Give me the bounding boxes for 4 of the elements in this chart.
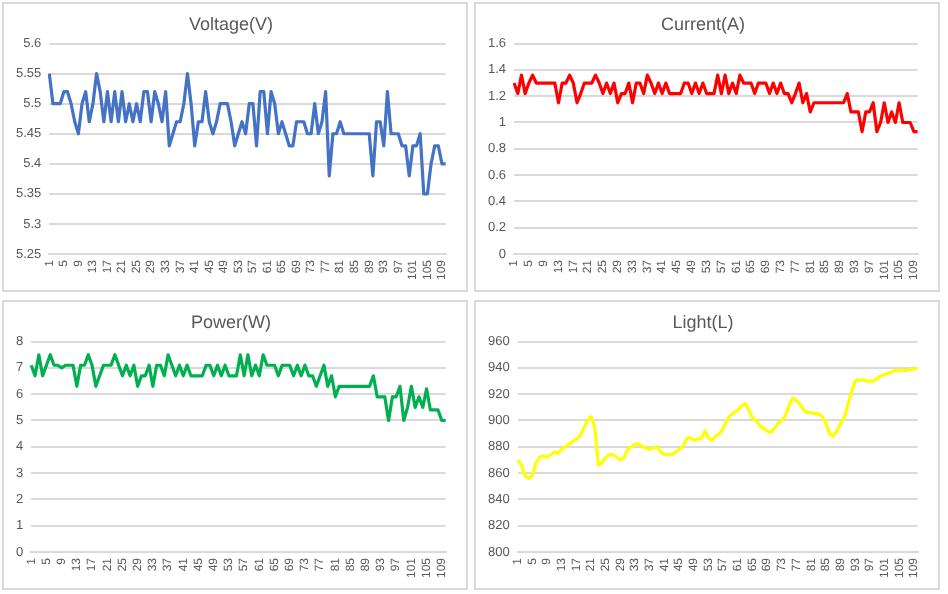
chart-title: Voltage(V) (188, 13, 274, 34)
chart-title: Current(A) (660, 13, 746, 34)
chart-title: Power(W) (191, 311, 271, 332)
chart-title: Light(L) (672, 311, 734, 332)
